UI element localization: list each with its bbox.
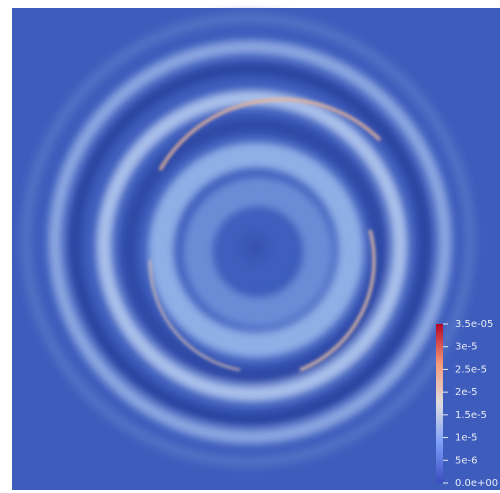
swirl — [20, 12, 476, 468]
colorbar-tick-label: 5e-6 — [455, 455, 478, 466]
colorbar-tick-label: 0.0e+00 — [455, 478, 498, 489]
colorbar-tick-label: 2.5e-5 — [455, 364, 487, 375]
colorbar-tick-label: 1e-5 — [455, 433, 478, 444]
colorbar-tick-label: 1.5e-5 — [455, 410, 487, 421]
swirl-peaks — [148, 98, 382, 372]
colorbar-gradient — [436, 324, 443, 483]
colorbar-tick-label: 2e-5 — [455, 387, 478, 398]
colorbar-tick-label: 3e-5 — [455, 342, 478, 353]
vortex-core — [210, 203, 300, 293]
field-image — [12, 8, 500, 490]
colorbar: 3.5e-05 3e-5 2.5e-5 2e-5 1.5e-5 1e-5 5e-6 0.0e+… — [436, 319, 498, 489]
colorbar-tick-label: 3.5e-05 — [455, 319, 493, 330]
